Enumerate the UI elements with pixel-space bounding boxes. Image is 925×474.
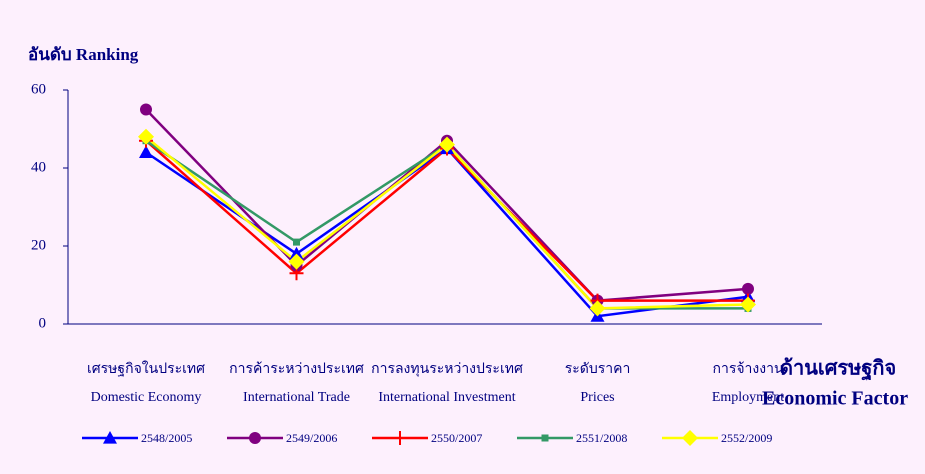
y-axis-title: อันดับ Ranking bbox=[28, 45, 139, 64]
y-tick-label: 40 bbox=[31, 159, 46, 175]
x-axis-title: ด้านเศรษฐกิจ bbox=[780, 357, 896, 382]
legend-marker bbox=[682, 430, 698, 446]
marker bbox=[288, 253, 305, 270]
x-tick-label-en: Domestic Economy bbox=[91, 390, 202, 405]
x-tick-label-en: International Trade bbox=[243, 390, 350, 405]
x-tick-label-en: International Investment bbox=[378, 390, 515, 405]
marker bbox=[289, 246, 304, 260]
legend-marker bbox=[541, 434, 549, 442]
marker bbox=[742, 282, 754, 295]
x-tick-label: เศรษฐกิจในประเทศ bbox=[87, 360, 205, 377]
marker bbox=[589, 300, 606, 317]
marker bbox=[138, 128, 154, 145]
x-tick-label-en: Prices bbox=[580, 390, 614, 405]
legend-marker bbox=[393, 431, 407, 445]
marker bbox=[139, 145, 153, 158]
legend-label: 2552/2009 bbox=[721, 431, 772, 445]
legend-label: 2550/2007 bbox=[431, 431, 482, 445]
legend-marker bbox=[249, 432, 261, 444]
legend-label: 2551/2008 bbox=[576, 431, 627, 445]
x-axis-title: Economic Factor bbox=[762, 388, 908, 410]
x-tick-label: การลงทุนระหว่างประเทศ bbox=[371, 362, 523, 377]
x-tick-label: ระดับราคา bbox=[565, 362, 631, 377]
x-tick-label: การจ้างงาน bbox=[712, 361, 783, 377]
y-tick-label: 20 bbox=[31, 237, 46, 253]
y-tick-label: 0 bbox=[39, 315, 47, 331]
marker bbox=[740, 296, 756, 313]
legend-label: 2548/2005 bbox=[141, 431, 192, 445]
x-tick-label: การค้าระหว่างประเทศ bbox=[229, 361, 364, 377]
x-tick-label-en: Employment bbox=[712, 390, 784, 405]
marker bbox=[439, 136, 455, 153]
marker bbox=[293, 238, 300, 246]
legend-marker bbox=[103, 431, 117, 444]
y-tick-label: 60 bbox=[31, 81, 46, 97]
marker bbox=[140, 103, 152, 116]
legend-label: 2549/2006 bbox=[286, 431, 337, 445]
